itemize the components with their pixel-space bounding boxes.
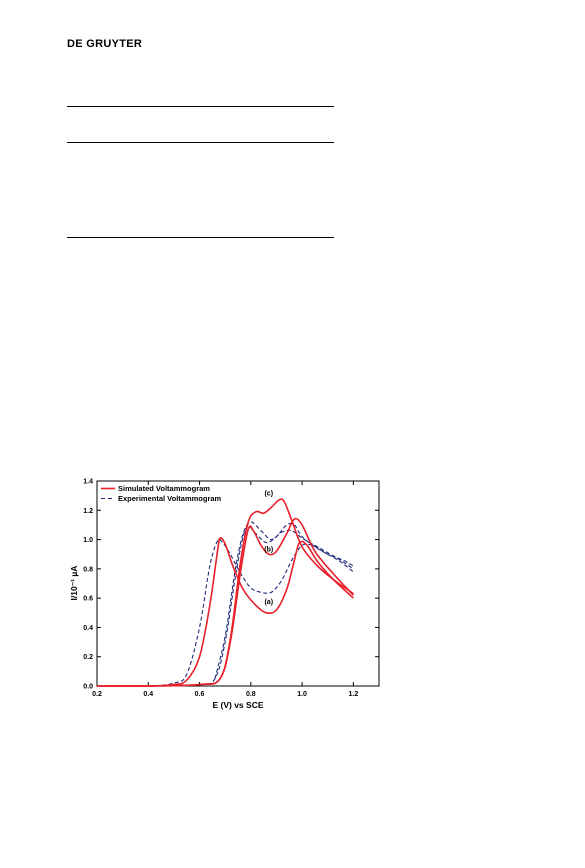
- table-rule-bottom: [67, 237, 334, 238]
- y-tick-label: 1.4: [83, 479, 93, 486]
- table-rule-top: [67, 106, 334, 107]
- curve-label: (a): [264, 599, 273, 606]
- publisher-header: DE GRUYTER: [67, 38, 143, 50]
- series-layer: [96, 498, 354, 687]
- y-tick-label: 0.2: [83, 654, 93, 661]
- y-tick-label: 0.0: [83, 684, 93, 691]
- x-tick-label: 1.0: [297, 691, 307, 698]
- plot-border: [96, 480, 380, 687]
- experimental-curve-c: [214, 521, 354, 679]
- x-tick-label: 0.2: [92, 691, 102, 698]
- annotation-layer: (a) (b) (c): [264, 491, 273, 606]
- legend-label: Simulated Voltammogram: [118, 484, 210, 493]
- tick-labels: 0.2 0.4 0.6 0.8 1.0 1.20.00.20.40.60.81.01.21…: [83, 479, 358, 699]
- x-tick-label: 0.8: [246, 691, 256, 698]
- x-tick-label: 0.6: [195, 691, 205, 698]
- simulated-curve-c: [96, 498, 354, 687]
- axis-ticks: [96, 480, 379, 687]
- x-tick-label: 0.4: [143, 691, 153, 698]
- y-axis-label: I/10⁻¹ µA: [69, 566, 79, 601]
- y-tick-label: 1.2: [83, 508, 93, 515]
- simulated-curve-a: [96, 537, 354, 687]
- y-tick-label: 0.8: [83, 566, 93, 573]
- y-tick-label: 0.4: [83, 625, 93, 632]
- legend-label: Experimental Voltammogram: [118, 494, 222, 503]
- y-tick-label: 0.6: [83, 596, 93, 603]
- table-rule-middle: [67, 142, 334, 143]
- experimental-curve-b: [96, 522, 354, 687]
- y-tick-label: 1.0: [83, 537, 93, 544]
- curve-label: (c): [264, 491, 273, 498]
- curve-label: (b): [264, 546, 273, 553]
- x-axis-label: E (V) vs SCE: [212, 700, 263, 710]
- x-tick-label: 1.2: [348, 691, 358, 698]
- plot-frame: [96, 480, 380, 687]
